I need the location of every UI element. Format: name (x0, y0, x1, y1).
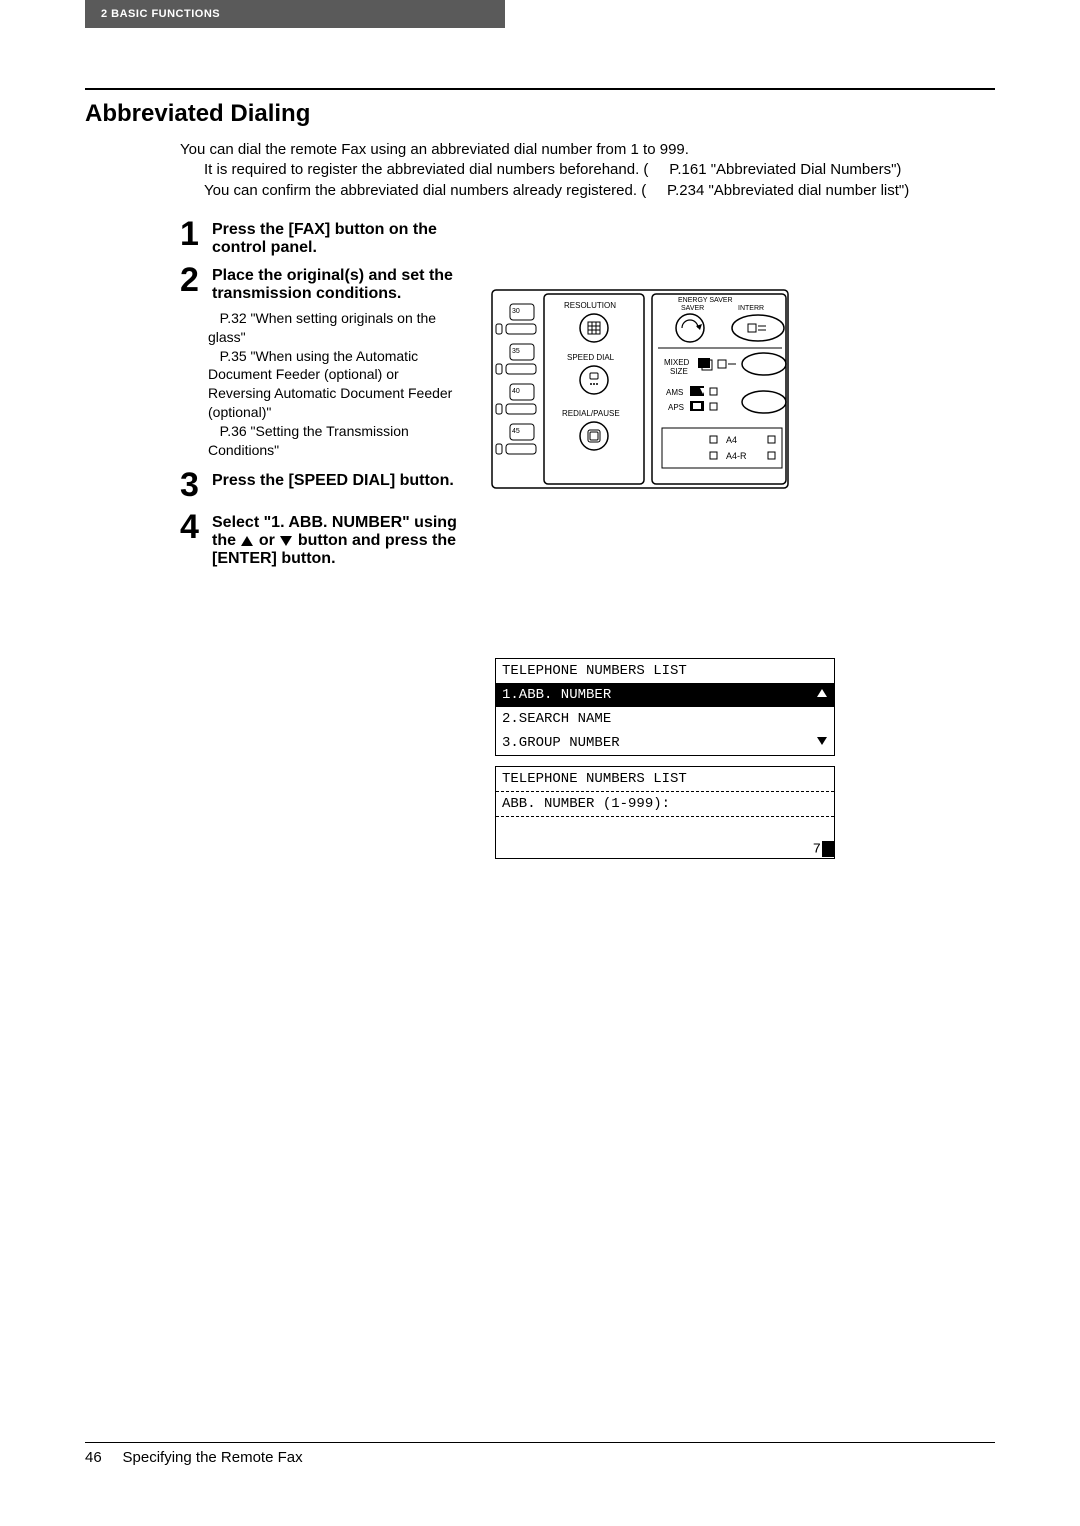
svg-text:SIZE: SIZE (670, 367, 688, 376)
chapter-header: 2 BASIC FUNCTIONS (85, 0, 505, 28)
panel-num-30: 30 (512, 308, 520, 315)
step-2-sub: P.32 "When setting originals on the glas… (208, 309, 458, 460)
step-text: Press the [SPEED DIAL] button. (212, 468, 472, 490)
panel-redial-pause-label: REDIAL/PAUSE (562, 409, 620, 418)
panel-resolution-label: RESOLUTION (564, 301, 616, 310)
step-number: 4 (180, 510, 212, 544)
lcd-row-text: 3.GROUP NUMBER (502, 735, 620, 751)
page-footer: 46 Specifying the Remote Fax (85, 1442, 995, 1466)
step-number: 1 (180, 217, 212, 251)
lcd-page-indicator: 7 (496, 841, 834, 858)
step-sub-ref: P.32 "When setting originals on the glas… (208, 310, 436, 345)
panel-interrupt-label: INTERR (738, 305, 764, 312)
step-number: 3 (180, 468, 212, 502)
lcd-row-selected: 1.ABB. NUMBER (496, 683, 834, 707)
step-4: 4 Select "1. ABB. NUMBER" using the or b… (180, 510, 995, 568)
lcd-row: 3.GROUP NUMBER (496, 731, 834, 755)
step-text: Place the original(s) and set the transm… (212, 263, 472, 303)
svg-text:SAVER: SAVER (681, 305, 704, 312)
lcd-row-text: 1.ABB. NUMBER (502, 687, 611, 703)
panel-a4-label: A4 (726, 435, 737, 445)
intro-block: You can dial the remote Fax using an abb… (180, 140, 995, 201)
intro-line3a: You can confirm the abbreviated dial num… (204, 182, 646, 199)
step-1: 1 Press the [FAX] button on the control … (180, 217, 995, 257)
intro-line3b: P.234 "Abbreviated dial number list") (667, 182, 909, 199)
step-text: Select "1. ABB. NUMBER" using the or but… (212, 510, 472, 568)
step-text-part: or (259, 532, 279, 549)
lcd-row: 2.SEARCH NAME (496, 707, 834, 731)
footer-title: Specifying the Remote Fax (123, 1449, 303, 1466)
intro-line1: You can dial the remote Fax using an abb… (180, 140, 995, 160)
lcd-blank (496, 817, 834, 841)
panel-energy-saver-label: ENERGY SAVER (678, 297, 733, 304)
panel-aps-label: APS (668, 403, 684, 412)
intro-line2a: It is required to register the abbreviat… (204, 161, 648, 178)
intro-line2b: P.161 "Abbreviated Dial Numbers") (669, 161, 901, 178)
lcd-screens: TELEPHONE NUMBERS LIST 1.ABB. NUMBER 2.S… (495, 658, 835, 869)
panel-speed-dial-label: SPEED DIAL (567, 353, 615, 362)
panel-num-45: 45 (512, 428, 520, 435)
panel-num-35: 35 (512, 348, 520, 355)
page-number: 46 (85, 1449, 102, 1466)
panel-a4r-label: A4-R (726, 451, 747, 461)
panel-ams-label: AMS (666, 388, 683, 397)
panel-num-40: 40 (512, 388, 520, 395)
lcd-prompt: ABB. NUMBER (1-999): (496, 792, 834, 816)
triangle-down-icon (279, 535, 293, 547)
section-title: Abbreviated Dialing (85, 100, 995, 128)
lcd-title: TELEPHONE NUMBERS LIST (496, 659, 834, 683)
control-panel-illustration: 30 35 40 45 RESOLUTION SPEED DIAL REDIAL… (490, 280, 790, 500)
step-sub-ref: P.35 "When using the Automatic Document … (208, 348, 452, 421)
triangle-up-icon (240, 535, 254, 547)
panel-mixed-size-label: MIXED (664, 358, 690, 367)
step-number: 2 (180, 263, 212, 297)
triangle-up-icon (816, 687, 828, 703)
lcd-title: TELEPHONE NUMBERS LIST (496, 767, 834, 791)
step-text: Press the [FAX] button on the control pa… (212, 217, 472, 257)
lcd-screen-1: TELEPHONE NUMBERS LIST 1.ABB. NUMBER 2.S… (495, 658, 835, 756)
lcd-screen-2: TELEPHONE NUMBERS LIST ABB. NUMBER (1-99… (495, 766, 835, 859)
triangle-down-icon (816, 735, 828, 751)
top-rule (85, 88, 995, 90)
step-sub-ref: P.36 "Setting the Transmission Condition… (208, 423, 409, 458)
